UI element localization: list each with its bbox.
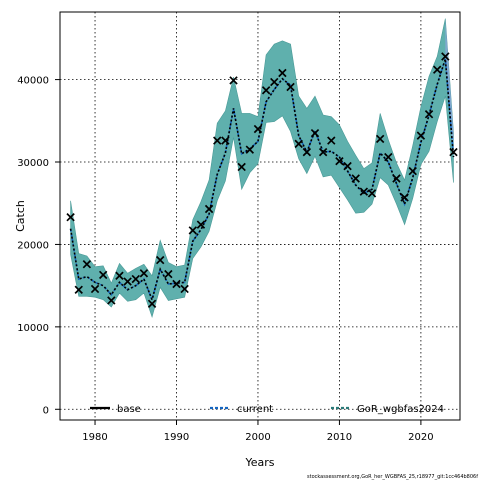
observed-point	[367, 189, 377, 198]
band-area	[70, 18, 454, 318]
y-tick-label: 0	[43, 405, 49, 416]
legend-base-label: base	[117, 404, 141, 415]
observed-point	[335, 156, 344, 166]
observed-point	[400, 193, 409, 202]
confidence-band	[70, 18, 454, 318]
observed-point	[66, 213, 75, 222]
observed-point	[107, 296, 116, 305]
observed-point	[359, 187, 369, 196]
observed-point	[90, 284, 100, 294]
observed-point	[82, 260, 92, 269]
observed-point	[270, 77, 279, 87]
x-axis-label: Years	[244, 456, 274, 469]
observed-point	[261, 86, 271, 95]
observed-point	[318, 147, 328, 157]
observed-point	[123, 277, 132, 286]
observed-point	[188, 226, 197, 235]
observed-point	[164, 269, 173, 279]
observed-point	[343, 161, 352, 171]
observed-point	[156, 255, 165, 265]
observed-point	[286, 82, 295, 92]
grid-lines	[60, 12, 460, 420]
observed-point	[147, 299, 157, 308]
legend-gor-label: GoR_wgbfas2024	[357, 404, 444, 415]
observed-point	[278, 68, 287, 78]
observed-point	[327, 136, 336, 145]
observed-point	[449, 147, 458, 157]
observed-point	[253, 124, 263, 134]
observed-point	[221, 136, 230, 145]
observed-point	[441, 52, 450, 61]
observed-point	[245, 145, 255, 154]
base-mean-line	[69, 58, 455, 303]
x-tick-label: 2000	[245, 432, 270, 443]
band-tip	[445, 18, 454, 158]
observed-point	[416, 131, 426, 140]
observed-point	[424, 110, 434, 119]
observed-point	[196, 220, 206, 229]
observed-point	[115, 271, 124, 280]
observed-point	[229, 76, 238, 85]
legend-current-label: current	[237, 404, 273, 415]
footer-credit: stockassessment.org,GoR_her_WGBFAS_25,r1…	[307, 474, 478, 480]
axes: 1980 1990 2000 2010 2020 0 10000 20000 30000 4000…	[17, 76, 433, 443]
x-tick-label: 2020	[408, 432, 433, 443]
x-tick-label: 1990	[164, 432, 189, 443]
y-tick-label: 30000	[17, 158, 49, 169]
observed-point	[204, 204, 214, 214]
observed-point	[351, 174, 360, 183]
observed-point	[432, 65, 442, 74]
observed-point	[98, 270, 108, 280]
observed-point	[384, 152, 393, 162]
y-tick-label: 20000	[17, 240, 49, 251]
observed-point	[131, 274, 140, 284]
observed-point	[294, 139, 303, 149]
observed-point	[139, 269, 149, 278]
observed-point	[172, 279, 181, 289]
observed-point	[237, 162, 246, 172]
x-tick-label: 2010	[327, 432, 352, 443]
observed-point	[392, 174, 401, 183]
series-lines	[69, 58, 455, 303]
observed-markers	[66, 52, 458, 308]
observed-point	[213, 136, 222, 145]
observed-point	[302, 147, 312, 157]
y-axis-label: Catch	[14, 200, 27, 232]
observed-point	[310, 128, 320, 138]
observed-point	[74, 285, 83, 294]
observed-point	[408, 166, 417, 176]
observed-point	[375, 134, 385, 144]
x-tick-label: 1980	[82, 432, 107, 443]
legend: base current GoR_wgbfas2024	[90, 404, 444, 415]
y-tick-label: 40000	[17, 76, 49, 87]
y-tick-label: 10000	[17, 323, 49, 334]
plot-frame	[59, 11, 461, 421]
observed-point	[180, 284, 189, 294]
